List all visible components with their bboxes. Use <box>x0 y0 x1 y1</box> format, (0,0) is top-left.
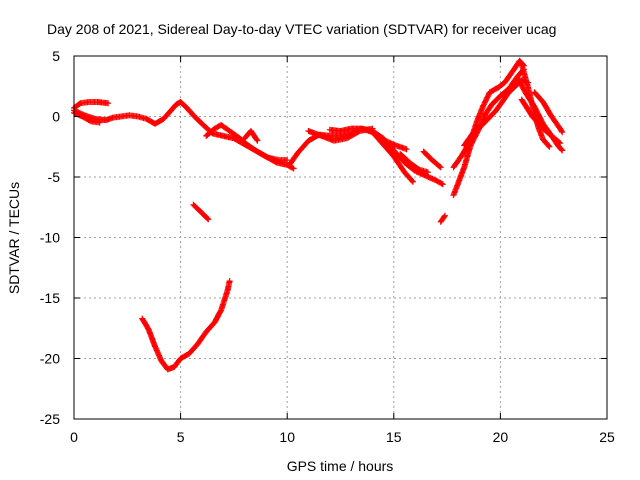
y-tick-label: -20 <box>40 351 60 367</box>
data-series-arc-g <box>139 278 233 373</box>
axis-ticks: 0 5 10 15 20 25 5 0 -5 -10 -15 -20 -25 <box>40 48 615 445</box>
scatter-markers <box>71 99 297 172</box>
x-tick-label: 10 <box>279 429 295 445</box>
y-tick-label: 5 <box>52 48 60 64</box>
data-series-arc-n <box>437 212 448 225</box>
y-tick-label: -10 <box>40 230 60 246</box>
data-series-arc-t <box>518 96 564 147</box>
x-tick-label: 15 <box>386 429 402 445</box>
scatter-markers <box>241 128 261 144</box>
scatter-markers <box>531 89 566 136</box>
scatter-markers <box>326 125 416 185</box>
data-series-arc-j <box>305 125 376 144</box>
data-series-arc-m <box>397 151 431 176</box>
y-tick-label: -5 <box>48 169 61 185</box>
scatter-markers <box>437 212 448 225</box>
chart-title: Day 208 of 2021, Sidereal Day-to-day VTE… <box>47 21 556 37</box>
data-series-arc-e <box>241 128 261 144</box>
x-tick-label: 20 <box>493 429 509 445</box>
scatter-markers <box>382 137 410 153</box>
scatter-markers <box>190 201 212 223</box>
scatter-markers <box>420 148 444 171</box>
data-series-arc-f <box>190 201 212 223</box>
scatter-markers <box>139 278 233 373</box>
data-series-arc-i <box>326 125 416 185</box>
data-series-arc-p <box>450 57 527 171</box>
data-series-arc-h <box>286 125 446 188</box>
data-series-arc-l <box>420 148 444 171</box>
grid-lines <box>74 56 607 419</box>
y-tick-label: 0 <box>52 109 60 125</box>
y-tick-label: -25 <box>40 411 60 427</box>
scatter-markers <box>397 151 431 176</box>
scatter-markers <box>450 57 527 171</box>
data-series-arc-a <box>71 99 297 172</box>
x-tick-label: 25 <box>599 429 615 445</box>
data-series-arc-k <box>382 137 410 153</box>
scatter-markers <box>518 96 564 147</box>
x-tick-label: 5 <box>177 429 185 445</box>
data-points <box>71 57 566 373</box>
y-axis-label: SDTVAR / TECUs <box>6 182 22 294</box>
x-tick-label: 0 <box>70 429 78 445</box>
data-series-arc-u <box>531 89 566 136</box>
scatter-markers <box>203 122 291 164</box>
x-axis-label: GPS time / hours <box>287 458 394 474</box>
y-tick-label: -15 <box>40 290 60 306</box>
data-series-arc-d <box>203 122 291 164</box>
scatter-markers <box>450 66 527 199</box>
scatter-markers <box>286 125 446 188</box>
scatter-markers <box>305 125 376 144</box>
data-series-arc-o <box>450 66 527 199</box>
